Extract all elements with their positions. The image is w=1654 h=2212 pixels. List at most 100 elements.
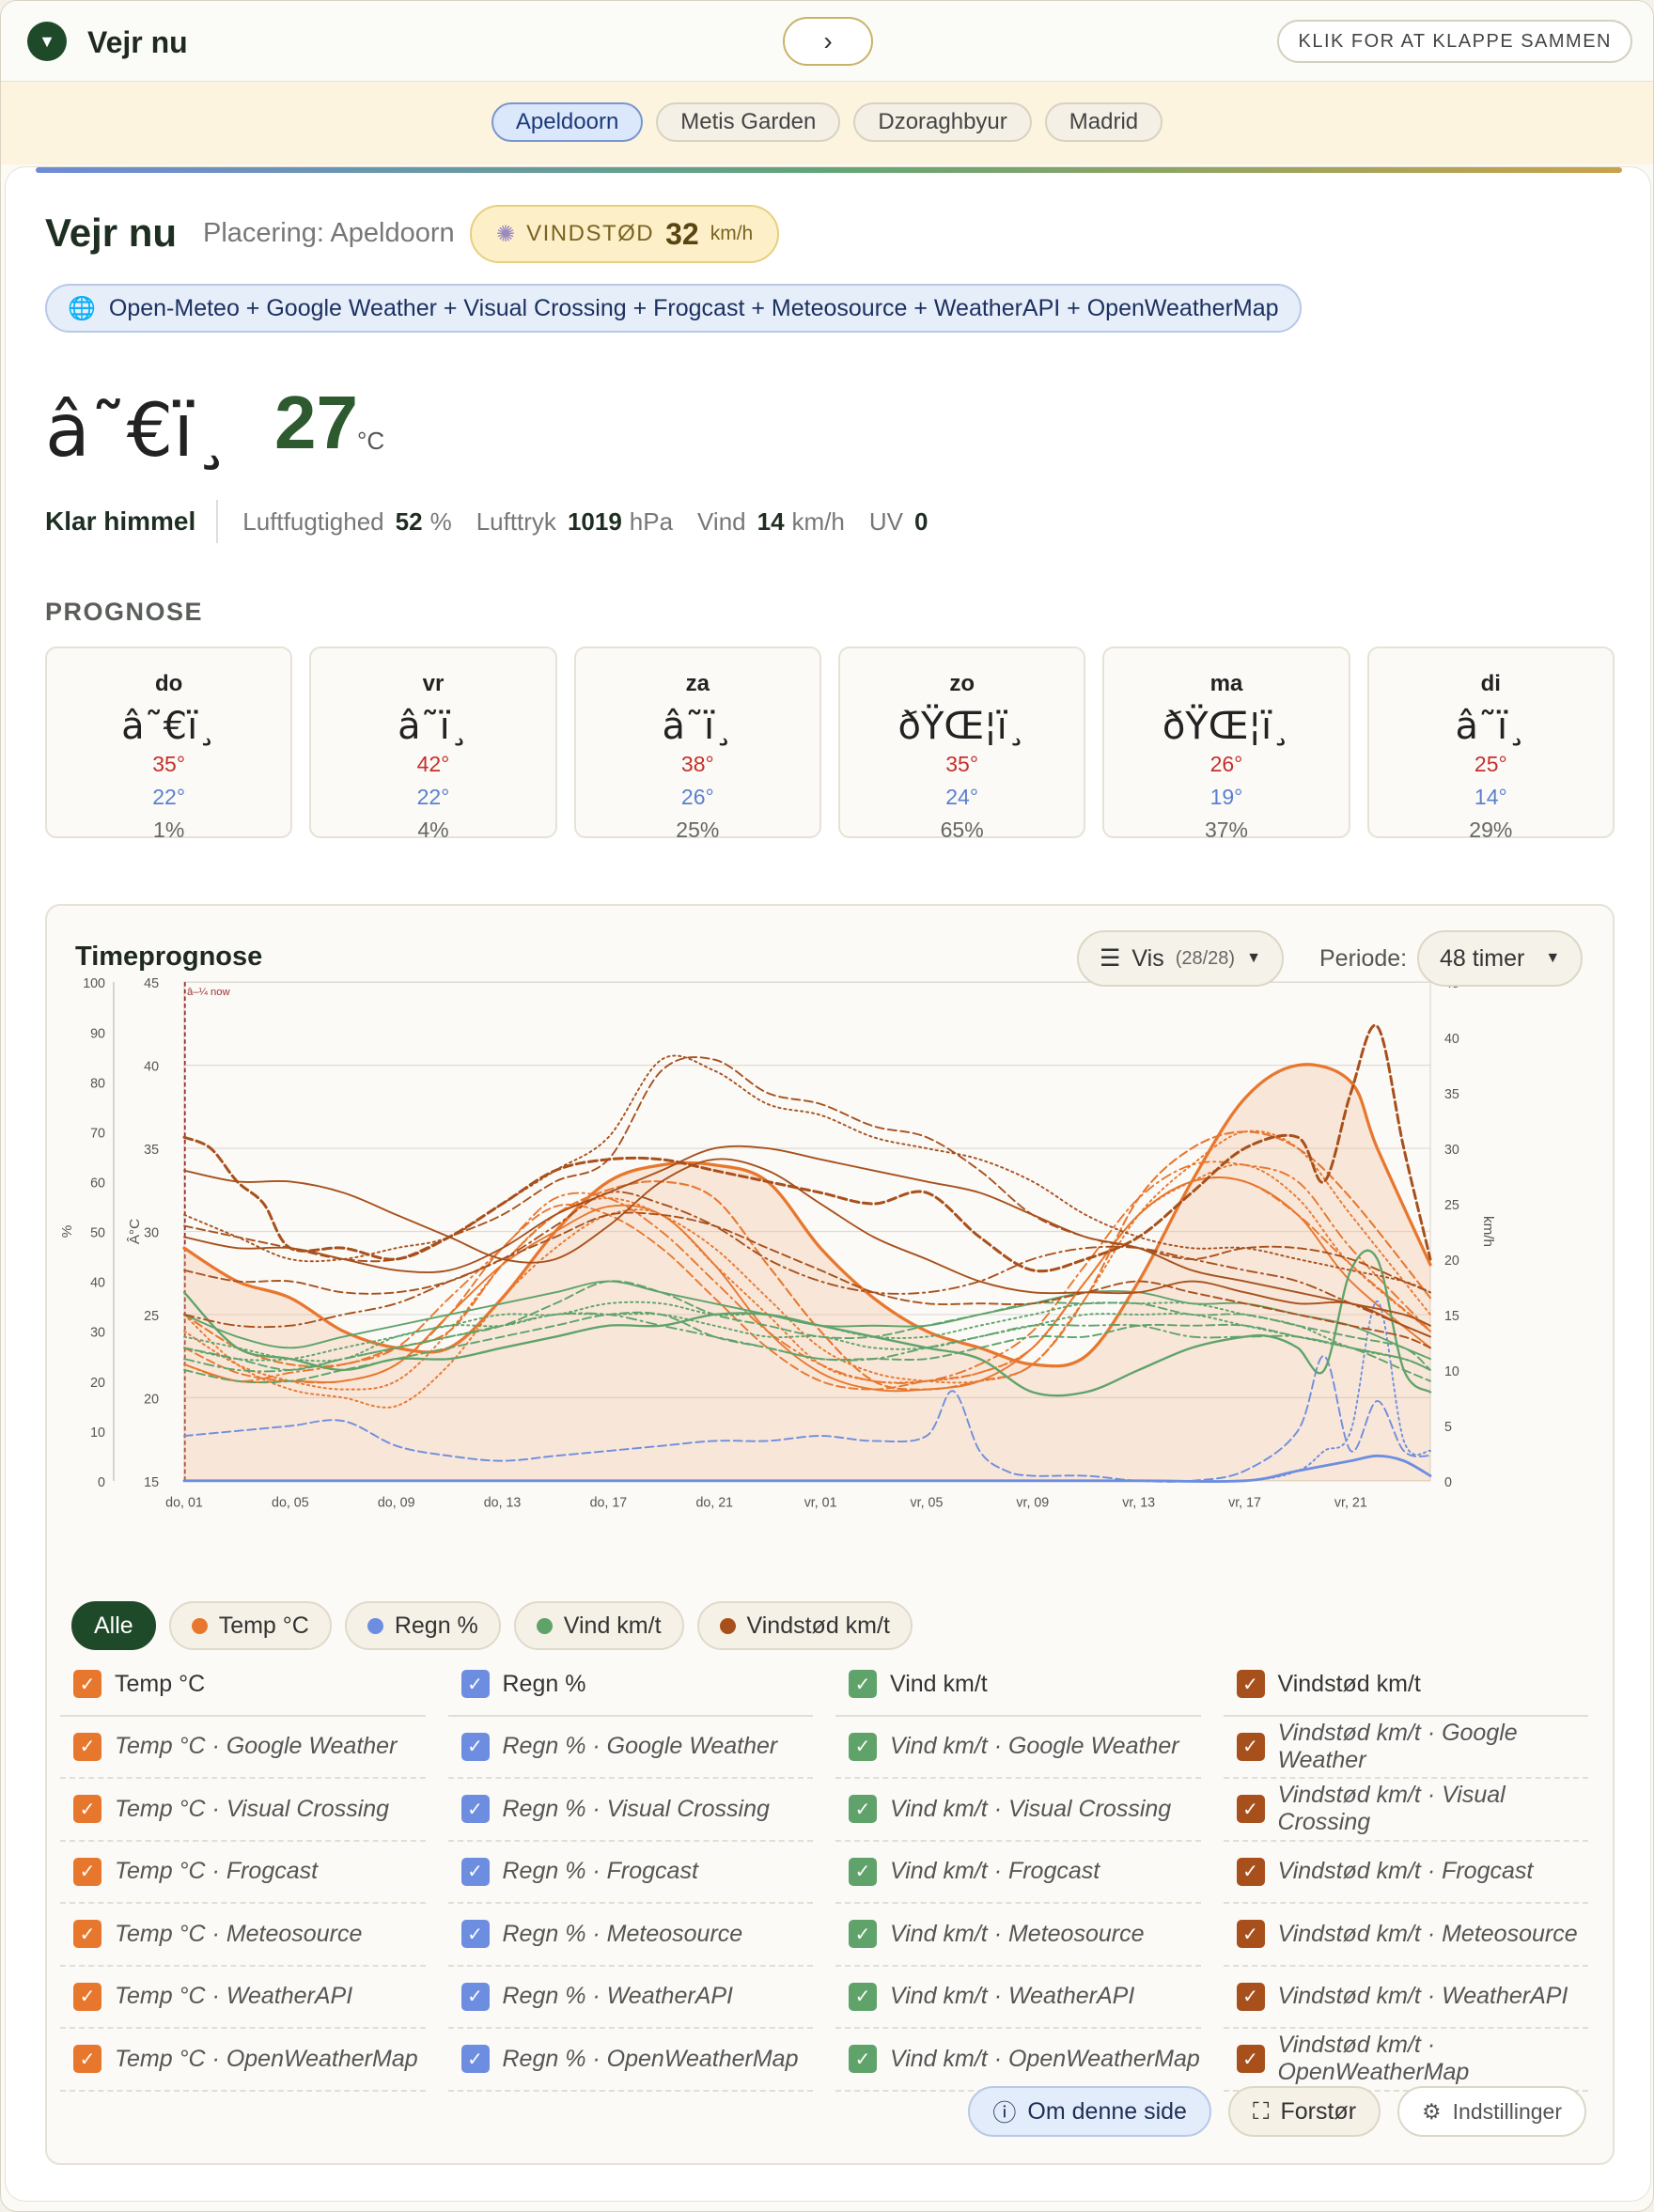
checkbox-checked-icon[interactable]: ✓: [460, 2045, 490, 2074]
series-label: Regn % · Google Weather: [502, 1733, 778, 1760]
checkbox-checked-icon[interactable]: ✓: [73, 1795, 101, 1824]
city-tab-dzoraghbyur[interactable]: Dzoraghbyur: [853, 102, 1032, 142]
series-toggle[interactable]: ✓ Temp °C · Google Weather: [60, 1717, 426, 1779]
checkbox-checked-icon[interactable]: ✓: [73, 2045, 101, 2074]
series-toggle[interactable]: ✓ Vind km/t · OpenWeatherMap: [835, 2029, 1201, 2092]
day-high: 25°: [1474, 752, 1507, 776]
temp-tick-label: 20: [144, 1392, 159, 1407]
series-toggle[interactable]: ✓ Vindstød km/t · OpenWeatherMap: [1223, 2029, 1588, 2092]
about-button[interactable]: ⓘ Om denne side: [968, 2086, 1211, 2137]
checkbox-checked-icon[interactable]: ✓: [849, 1732, 877, 1761]
series-label: Vindstød km/t · Visual Crossing: [1277, 1782, 1506, 1836]
checkbox-checked-icon[interactable]: ✓: [1236, 1920, 1265, 1949]
collapse-toggle-icon[interactable]: ▼: [27, 22, 67, 61]
chart-plot: 0 10 20 30 40 50 60 70 80 90 100 15 20 25 30 35 40 45 0 5 10…: [59, 976, 1496, 1510]
city-tab-apeldoorn[interactable]: Apeldoorn: [491, 102, 644, 142]
day-weather-icon: â˜ï¸: [398, 705, 469, 748]
checkbox-checked-icon[interactable]: ✓: [73, 1670, 101, 1699]
x-tick-label: do, 13: [484, 1495, 522, 1510]
series-toggle[interactable]: ✓ Vind km/t · Meteosource: [835, 1904, 1201, 1967]
checkbox-checked-icon[interactable]: ✓: [849, 1670, 877, 1699]
checkbox-checked-icon[interactable]: ✓: [460, 1670, 490, 1699]
day-precip: 37%: [1204, 818, 1248, 842]
next-button[interactable]: ›: [783, 17, 873, 66]
checkbox-checked-icon[interactable]: ✓: [460, 1982, 490, 2011]
series-toggle[interactable]: ✓ Regn % · Google Weather: [447, 1717, 813, 1779]
accent-line: [36, 167, 1622, 173]
series-toggle[interactable]: ✓ Regn % · Meteosource: [447, 1904, 813, 1967]
hourly-chart: 0 10 20 30 40 50 60 70 80 90 100 15 20 25 30 35 40 45 0 5 10…: [59, 976, 1496, 1510]
filter-chip-1[interactable]: Temp °C: [168, 1601, 332, 1650]
series-toggle[interactable]: ✓ Regn % · Visual Crossing: [447, 1779, 813, 1842]
series-toggle[interactable]: ✓ Vind km/t · WeatherAPI: [835, 1967, 1201, 2029]
series-toggle[interactable]: ✓ Temp °C · Visual Crossing: [60, 1779, 426, 1842]
series-toggle[interactable]: ✓ Temp °C · OpenWeatherMap: [60, 2029, 426, 2092]
checkbox-checked-icon[interactable]: ✓: [73, 1857, 101, 1886]
series-toggle[interactable]: ✓ Vindstød km/t · Meteosource: [1223, 1904, 1588, 1967]
checkbox-checked-icon[interactable]: ✓: [1236, 1982, 1265, 2011]
day-name: di: [1480, 671, 1501, 696]
checkbox-checked-icon[interactable]: ✓: [849, 1795, 877, 1824]
series-toggle[interactable]: ✓ Vindstød km/t · Google Weather: [1223, 1717, 1588, 1779]
checkbox-checked-icon[interactable]: ✓: [73, 1982, 101, 2011]
series-toggle[interactable]: ✓ Regn % · OpenWeatherMap: [447, 2029, 813, 2092]
forecast-day-zo: zo ðŸŒ¦ï¸ 35° 24° 65%: [837, 646, 1086, 842]
gust-badge: ✺ VINDSTØD 32 km/h: [470, 205, 780, 263]
period-dropdown[interactable]: 48 timer ▼: [1417, 930, 1584, 987]
checkbox-checked-icon[interactable]: ✓: [460, 1920, 490, 1949]
checkbox-checked-icon[interactable]: ✓: [460, 1732, 490, 1761]
pct-tick-label: 90: [90, 1026, 105, 1041]
checkbox-checked-icon[interactable]: ✓: [1236, 2045, 1265, 2074]
series-toggle[interactable]: ✓ Regn % · Frogcast: [447, 1842, 813, 1904]
now-label: â–¼ now: [187, 987, 230, 998]
series-toggle[interactable]: ✓ Temp °C · WeatherAPI: [60, 1967, 426, 2029]
series-toggle[interactable]: ✓ Vindstød km/t · Visual Crossing: [1223, 1779, 1588, 1842]
x-tick-label: do, 01: [165, 1495, 203, 1510]
filter-chip-3[interactable]: Vind km/t: [513, 1601, 684, 1650]
checkbox-checked-icon[interactable]: ✓: [460, 1857, 490, 1886]
series-toggle[interactable]: ✓ Vind km/t · Frogcast: [835, 1842, 1201, 1904]
checkbox-checked-icon[interactable]: ✓: [1236, 1670, 1265, 1699]
checkbox-checked-icon[interactable]: ✓: [1236, 1795, 1265, 1824]
filter-chip-0[interactable]: Alle: [71, 1601, 156, 1650]
series-toggle[interactable]: ✓ Regn %: [447, 1654, 813, 1717]
checkbox-checked-icon[interactable]: ✓: [73, 1920, 101, 1949]
series-toggle[interactable]: ✓ Vind km/t: [835, 1654, 1201, 1717]
checkbox-checked-icon[interactable]: ✓: [849, 2045, 877, 2074]
series-line-8: [183, 1355, 1431, 1483]
series-toggle[interactable]: ✓ Vindstød km/t · Frogcast: [1223, 1842, 1588, 1904]
series-toggle[interactable]: ✓ Regn % · WeatherAPI: [447, 1967, 813, 2029]
checkbox-checked-icon[interactable]: ✓: [1236, 1732, 1265, 1761]
gear-icon: ⚙: [1422, 2098, 1442, 2124]
forecast-days: do â˜€ï¸ 35° 22° 1% vr â˜ï¸ 42° 22° 4% za â˜ï¸ 38° 26…: [45, 646, 1615, 842]
series-toggle[interactable]: ✓ Vind km/t · Visual Crossing: [835, 1779, 1201, 1842]
series-label: Vind km/t · OpenWeatherMap: [890, 2045, 1200, 2072]
checkbox-checked-icon[interactable]: ✓: [73, 1732, 101, 1761]
uv-label: UV: [868, 506, 904, 536]
visibility-dropdown[interactable]: ☰ Vis (28/28) ▼: [1077, 930, 1284, 987]
checkbox-checked-icon[interactable]: ✓: [849, 1982, 877, 2011]
checkbox-checked-icon[interactable]: ✓: [460, 1795, 490, 1824]
city-tab-metis-garden[interactable]: Metis Garden: [656, 102, 841, 142]
sources-text: Open-Meteo + Google Weather + Visual Cro…: [108, 294, 1279, 321]
series-toggle[interactable]: ✓ Temp °C · Frogcast: [60, 1842, 426, 1904]
series-toggle[interactable]: ✓ Temp °C · Meteosource: [60, 1904, 426, 1967]
filter-chip-2[interactable]: Regn %: [344, 1601, 501, 1650]
checkbox-checked-icon[interactable]: ✓: [849, 1920, 877, 1949]
series-toggle[interactable]: ✓ Vindstød km/t · WeatherAPI: [1223, 1967, 1588, 2029]
filter-chip-4[interactable]: Vindstød km/t: [696, 1601, 913, 1650]
settings-button[interactable]: ⚙ Indstillinger: [1397, 2086, 1586, 2137]
checkbox-checked-icon[interactable]: ✓: [1236, 1857, 1265, 1886]
pct-tick-label: 20: [90, 1376, 105, 1391]
day-high: 38°: [680, 752, 714, 776]
gust-label: VINDSTØD: [526, 221, 655, 246]
series-label: Temp °C: [115, 1670, 206, 1697]
expand-button[interactable]: ⛶ Forstør: [1227, 2086, 1381, 2137]
city-tab-madrid[interactable]: Madrid: [1044, 102, 1163, 142]
checkbox-checked-icon[interactable]: ✓: [849, 1857, 877, 1886]
collapse-button[interactable]: KLIK FOR AT KLAPPE SAMMEN: [1277, 20, 1632, 63]
series-toggle[interactable]: ✓ Vind km/t · Google Weather: [835, 1717, 1201, 1779]
series-toggle[interactable]: ✓ Temp °C: [60, 1654, 426, 1717]
series-row: ✓ Temp °C · Visual Crossing ✓ Regn % · Visu…: [60, 1779, 1611, 1842]
series-toggle[interactable]: ✓ Vindstød km/t: [1223, 1654, 1588, 1717]
